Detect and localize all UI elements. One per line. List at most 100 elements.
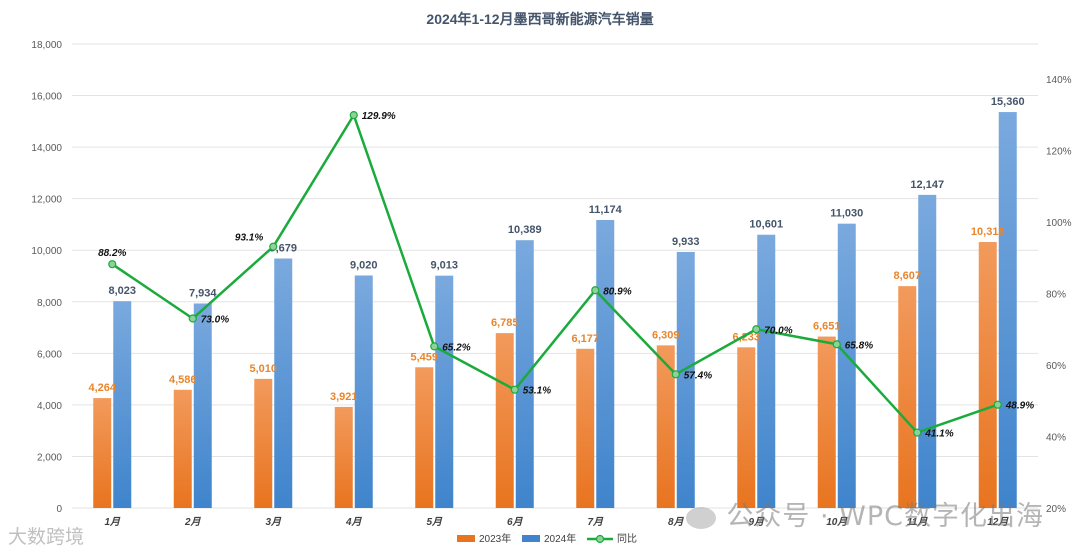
x-tick-label: 7月 — [587, 516, 604, 528]
y-left-tick-label: 0 — [56, 504, 62, 515]
yoy-point — [430, 342, 439, 351]
yoy-point — [913, 428, 922, 437]
x-tick-label: 10月 — [826, 516, 848, 528]
bar-2024-label: 7,934 — [189, 287, 217, 299]
x-tick-label: 1月 — [104, 516, 121, 528]
bar-2023-label: 4,264 — [88, 382, 116, 394]
yoy-point — [591, 286, 600, 295]
watermark-right: 公众号 · WPC数字化出海 — [686, 494, 1044, 533]
yoy-point — [510, 385, 519, 394]
bar-2023 — [254, 378, 273, 508]
bar-2024 — [113, 301, 132, 508]
bar-2023 — [173, 389, 192, 508]
bar-2024-label: 12,147 — [910, 179, 944, 191]
bar-2023-label: 5,010 — [249, 363, 277, 375]
yoy-label: 65.2% — [442, 342, 470, 353]
bar-2023 — [817, 336, 836, 508]
yoy-point — [108, 260, 117, 269]
yoy-label: 73.0% — [201, 315, 229, 326]
bar-2023-label: 3,921 — [330, 391, 358, 403]
bar-2024 — [837, 223, 856, 508]
y-left-tick-label: 14,000 — [31, 143, 62, 154]
y-right-tick-label: 20% — [1046, 504, 1066, 515]
yoy-label: 48.9% — [1005, 401, 1034, 412]
x-tick-label: 12月 — [987, 516, 1009, 528]
yoy-point — [269, 242, 278, 251]
yoy-label: 70.0% — [764, 325, 792, 336]
bar-2024 — [354, 275, 373, 508]
y-left-tick-label: 2,000 — [37, 452, 62, 463]
bar-2023 — [415, 367, 434, 508]
bar-2023-label: 8,607 — [893, 270, 921, 282]
legend-swatch-2024 — [522, 535, 540, 542]
legend-label-2023: 2023年 — [479, 532, 511, 545]
bar-2024 — [596, 219, 615, 508]
bar-2024-label: 8,023 — [108, 285, 136, 297]
bar-2023 — [656, 345, 675, 508]
bar-2023 — [93, 398, 112, 508]
yoy-line — [111, 113, 999, 434]
x-tick-label: 6月 — [507, 516, 524, 528]
x-tick-label: 11月 — [907, 516, 928, 528]
bar-2024-label: 15,360 — [991, 96, 1025, 108]
yoy-label: 53.1% — [523, 386, 551, 397]
bar-2024 — [435, 275, 454, 508]
yoy-label: 65.8% — [845, 340, 873, 351]
bar-2023-label: 4,586 — [169, 374, 197, 386]
bar-2023-label: 6,651 — [813, 321, 841, 333]
y-right-tick-label: 140% — [1046, 75, 1072, 86]
legend-label-yoy: 同比 — [617, 533, 637, 545]
y-left-tick-label: 12,000 — [31, 195, 62, 206]
x-tick-label: 8月 — [668, 516, 685, 528]
y-left-tick-label: 8,000 — [37, 298, 62, 309]
bar-2024 — [274, 258, 293, 508]
yoy-point — [752, 325, 761, 334]
bar-2024 — [918, 194, 937, 509]
yoy-label: 57.4% — [684, 370, 712, 381]
x-tick-label: 5月 — [426, 516, 443, 528]
bar-2024-label: 10,601 — [749, 219, 783, 231]
y-left-tick-label: 4,000 — [37, 401, 62, 412]
bar-2023-label: 10,318 — [971, 226, 1005, 238]
bar-2024-label: 9,013 — [430, 260, 458, 272]
wechat-logo-icon — [686, 506, 717, 529]
bar-2024-label: 9,933 — [672, 236, 700, 248]
y-right-tick-label: 120% — [1046, 147, 1072, 158]
y-left-tick-label: 18,000 — [31, 40, 62, 51]
y-right-tick-label: 100% — [1046, 218, 1072, 229]
bar-2023-label: 5,459 — [410, 351, 438, 363]
bar-2023 — [978, 242, 997, 508]
y-right-tick-label: 40% — [1046, 433, 1066, 444]
yoy-point — [188, 314, 197, 323]
bar-2024 — [998, 112, 1017, 508]
y-right-tick-label: 80% — [1046, 290, 1066, 301]
yoy-point — [993, 400, 1002, 409]
bar-2023 — [576, 348, 595, 508]
yoy-point — [671, 370, 680, 379]
yoy-label: 41.1% — [924, 429, 953, 440]
bar-2023-label: 6,309 — [652, 329, 680, 341]
x-tick-label: 3月 — [265, 516, 282, 528]
x-tick-label: 4月 — [345, 516, 363, 528]
bar-2024-label: 9,020 — [350, 259, 378, 271]
legend-swatch-2023 — [457, 535, 475, 542]
yoy-point — [832, 340, 841, 349]
legend-label-2024: 2024年 — [544, 532, 576, 545]
yoy-label: 93.1% — [235, 233, 263, 244]
bar-2023 — [898, 286, 917, 508]
yoy-label: 80.9% — [603, 286, 631, 297]
y-left-tick-label: 10,000 — [31, 246, 62, 257]
bar-2024 — [193, 303, 212, 508]
bar-2023 — [495, 333, 514, 508]
chart-title: 2024年1-12月墨西哥新能源汽车销量 — [426, 11, 653, 27]
bar-2024 — [676, 251, 695, 508]
legend-marker-yoy — [595, 534, 605, 544]
bar-2023 — [334, 406, 353, 508]
bar-2023 — [737, 347, 756, 508]
yoy-point — [349, 111, 358, 120]
y-right-tick-label: 60% — [1046, 361, 1066, 372]
watermark-left: 大数跨境 — [8, 522, 84, 549]
bar-2024-label: 11,030 — [830, 208, 863, 220]
x-tick-label: 2月 — [184, 516, 202, 528]
